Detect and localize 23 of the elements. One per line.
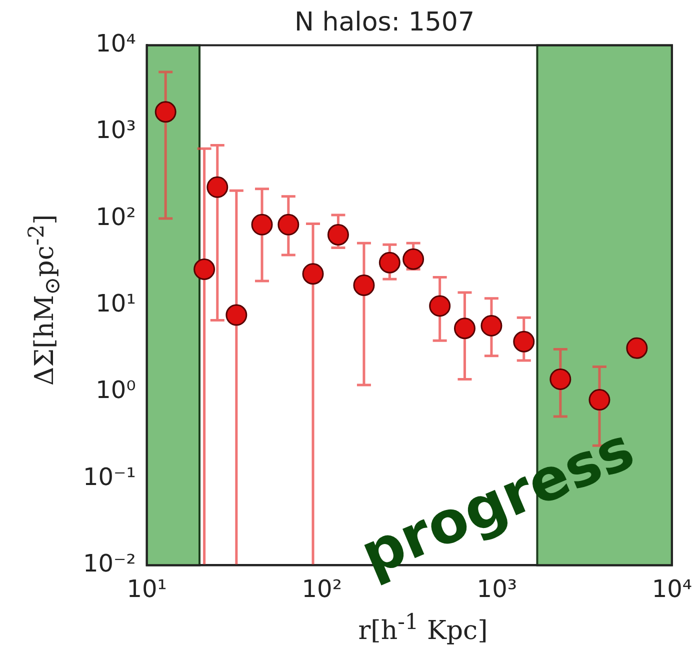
point <box>454 318 476 340</box>
x-tick-label: 10¹ <box>126 574 167 603</box>
point <box>327 224 349 246</box>
point <box>302 263 324 285</box>
point <box>226 304 248 326</box>
x-tick-label: 10² <box>302 574 342 603</box>
point <box>353 274 375 296</box>
point <box>278 214 300 236</box>
x-axis-title: r[h$^{-1}$ Kpc] <box>358 610 488 646</box>
y-tick-label: 10¹ <box>96 289 136 318</box>
chart-title: N halos: 1507 <box>294 7 474 38</box>
y-tick-label: 10⁻² <box>83 549 136 578</box>
point <box>378 252 400 274</box>
point <box>480 314 502 336</box>
y-tick-label: 10³ <box>96 116 136 144</box>
y-tick-label: 10⁰ <box>96 376 136 404</box>
y-tick-label: 10⁻¹ <box>83 462 136 491</box>
x-tick-label: 10⁴ <box>652 574 692 603</box>
y-tick-label: 10² <box>96 202 136 231</box>
point <box>429 295 451 317</box>
point <box>402 248 424 270</box>
y-tick-label: 10⁴ <box>96 29 136 58</box>
point <box>251 214 273 236</box>
